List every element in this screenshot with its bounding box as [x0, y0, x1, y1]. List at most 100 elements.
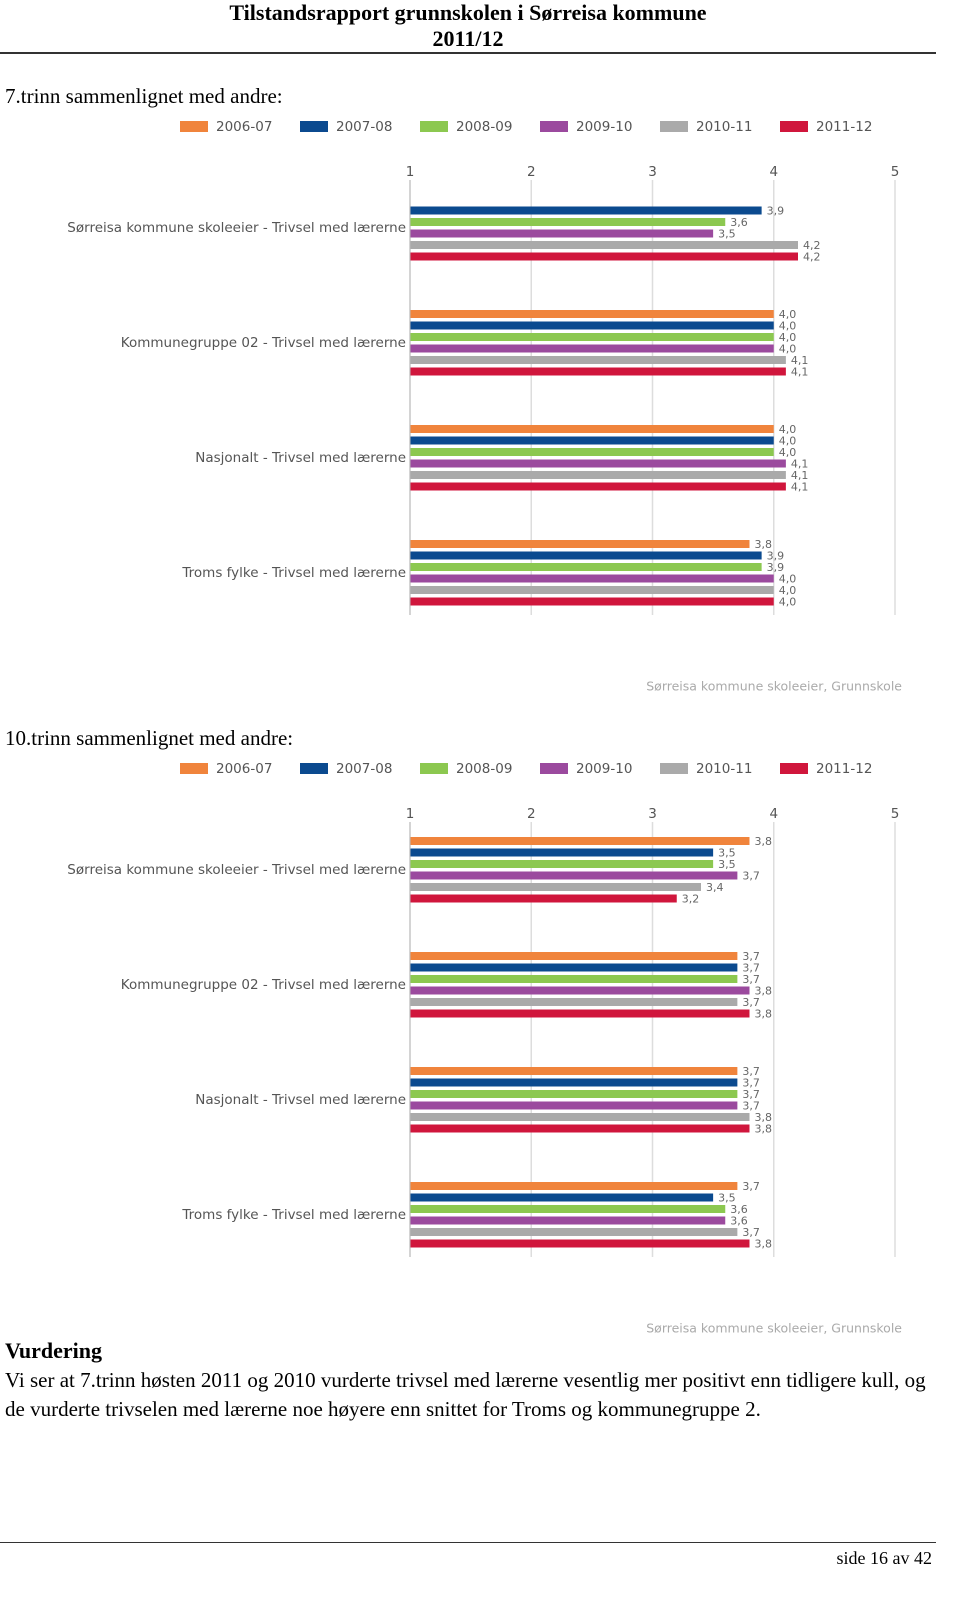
value-label: 3,5: [718, 847, 736, 860]
value-label: 4,0: [779, 584, 797, 597]
value-label: 4,0: [779, 343, 797, 356]
category-label-box: Sørreisa kommune skoleeier - Trivsel med…: [67, 220, 406, 236]
assessment-text: Vi ser at 7.trinn høsten 2011 og 2010 vu…: [5, 1368, 926, 1421]
bar: [410, 986, 750, 995]
section-heading: 10.trinn sammenlignet med andre:: [5, 726, 294, 750]
value-label: 3,8: [755, 1238, 773, 1251]
value-label: 3,7: [742, 962, 760, 975]
bar: [410, 551, 762, 560]
legend-label: 2010-11: [696, 119, 752, 135]
value-label: 3,6: [730, 216, 748, 229]
value-label: 3,8: [755, 1123, 773, 1136]
x-tick-label: 3: [648, 806, 657, 822]
legend-label: 2009-10: [576, 761, 632, 777]
value-label: 3,5: [718, 228, 736, 241]
bar: [410, 1113, 750, 1121]
bar: [410, 574, 774, 583]
bar: [410, 586, 774, 594]
value-label: 4,2: [803, 239, 821, 252]
x-tick-label: 4: [769, 806, 778, 822]
value-label: 3,7: [742, 1180, 760, 1193]
header-title: Tilstandsrapport grunnskolen i Sørreisa …: [229, 0, 707, 25]
value-label: 4,1: [791, 354, 809, 367]
bar: [410, 448, 774, 456]
category-label-box: Troms fylke - Trivsel med lærerne: [182, 1206, 406, 1223]
assessment-heading: Vurdering: [5, 1338, 102, 1363]
bar: [410, 860, 714, 868]
category-label-box: Nasjonalt - Trivsel med lærerne: [195, 1092, 406, 1108]
bar: [410, 206, 762, 215]
value-label: 4,0: [779, 446, 797, 459]
bar: [410, 1067, 738, 1075]
category-label-box: Troms fylke - Trivsel med lærerne: [182, 564, 406, 581]
header-subtitle: 2011/12: [432, 26, 504, 51]
value-label: 4,0: [779, 331, 797, 344]
value-label: 3,9: [767, 205, 785, 218]
bar: [410, 1124, 750, 1133]
bar: [410, 482, 786, 491]
category-label: Kommunegruppe 02 - Trivsel med lærerne: [120, 976, 406, 993]
legend-label: 2007-08: [336, 761, 392, 777]
value-label: 4,1: [791, 469, 809, 482]
value-label: 3,4: [706, 881, 724, 894]
bar: [410, 563, 762, 571]
legend-label: 2008-09: [456, 761, 512, 777]
bar: [410, 229, 714, 238]
value-label: 3,6: [730, 1215, 748, 1228]
bar: [410, 356, 786, 364]
bar: [410, 1078, 738, 1087]
bar: [410, 894, 677, 903]
value-label: 4,1: [791, 458, 809, 471]
value-label: 3,7: [742, 1065, 760, 1078]
chart: 2006-07 2007-08 2008-09 2009-10 2010-11 2011-…: [67, 119, 902, 694]
legend-label: 2007-08: [336, 119, 392, 135]
bar: [410, 1182, 738, 1190]
legend-label: 2006-07: [216, 761, 272, 777]
value-label: 3,8: [755, 835, 773, 848]
legend-label: 2010-11: [696, 761, 752, 777]
source-note: Sørreisa kommune skoleeier, Grunnskole: [646, 1321, 902, 1336]
value-label: 3,7: [742, 950, 760, 963]
x-tick-label: 2: [527, 806, 536, 822]
x-tick-label: 3: [648, 164, 657, 180]
value-label: 3,8: [755, 985, 773, 998]
bar: [410, 425, 774, 433]
x-tick-label: 1: [406, 806, 415, 822]
value-label: 3,5: [718, 858, 736, 871]
legend-swatch: [780, 763, 808, 774]
x-tick-label: 5: [891, 164, 900, 180]
legend-swatch: [180, 121, 208, 132]
category-label-box: Kommunegruppe 02 - Trivsel med lærerne: [120, 976, 406, 993]
bar: [410, 952, 738, 960]
value-label: 4,0: [779, 573, 797, 586]
source-note: Sørreisa kommune skoleeier, Grunnskole: [646, 679, 902, 694]
legend-label: 2011-12: [816, 761, 872, 777]
bar: [410, 975, 738, 983]
value-label: 3,7: [742, 870, 760, 883]
category-label: Nasjonalt - Trivsel med lærerne: [195, 449, 406, 466]
value-label: 4,0: [779, 435, 797, 448]
footer-rule: [0, 1542, 936, 1543]
category-label: Troms fylke - Trivsel med lærerne: [182, 564, 406, 581]
value-label: 3,7: [742, 1100, 760, 1113]
bar: [410, 1239, 750, 1248]
category-label: Kommunegruppe 02 - Trivsel med lærerne: [120, 334, 406, 351]
value-label: 3,9: [767, 561, 785, 574]
bar: [410, 471, 786, 479]
chart: 2006-07 2007-08 2008-09 2009-10 2010-11 2011-…: [67, 761, 902, 1336]
value-label: 4,0: [779, 308, 797, 321]
bar: [410, 1090, 738, 1098]
legend-label: 2006-07: [216, 119, 272, 135]
value-label: 4,2: [803, 251, 821, 264]
legend-label: 2008-09: [456, 119, 512, 135]
bar: [410, 1101, 738, 1110]
value-label: 3,9: [767, 550, 785, 563]
bar: [410, 1216, 726, 1225]
x-tick-label: 5: [891, 806, 900, 822]
category-label: Troms fylke - Trivsel med lærerne: [182, 1206, 406, 1223]
legend-swatch: [300, 121, 328, 132]
section-heading: 7.trinn sammenlignet med andre:: [5, 84, 283, 108]
category-label: Sørreisa kommune skoleeier - Trivsel med…: [67, 861, 406, 878]
bar: [410, 218, 726, 226]
